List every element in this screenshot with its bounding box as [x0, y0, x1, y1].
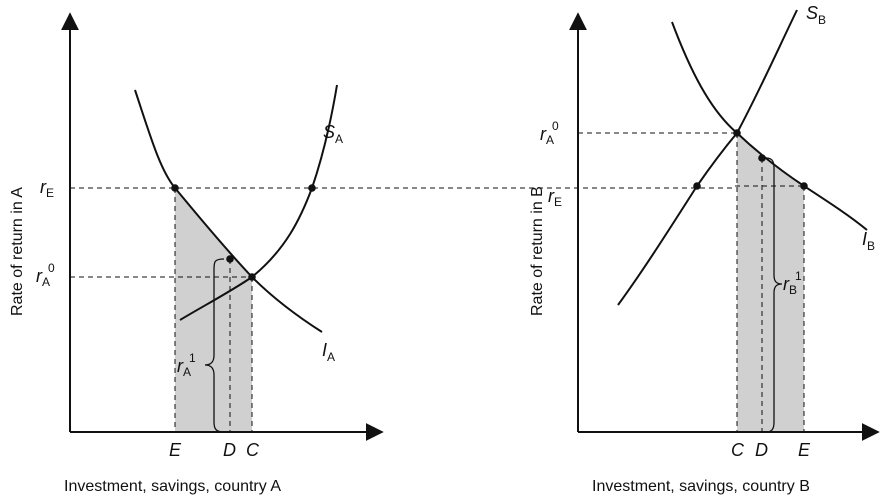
panel-a-re-label: rE	[40, 177, 54, 200]
panel-b-x-axis-title: Investment, savings, country B	[592, 478, 810, 495]
panel-b-rb1-label: rB1	[783, 269, 802, 297]
panel-b-point-d	[758, 154, 766, 162]
panel-b-brace	[765, 157, 783, 433]
panel-b-s-label: SB	[806, 3, 826, 27]
panel-b-y-axis-title: Rate of return in B	[529, 186, 546, 316]
panel-b-shaded-area	[737, 133, 804, 432]
panel-b-investment-curve	[671, 21, 868, 231]
panel-b-i-label: IB	[862, 229, 875, 253]
panel-a-ra0-label: rA0	[36, 261, 55, 289]
panel-a-x-e: E	[169, 440, 182, 460]
panel-a-point-c	[248, 273, 256, 281]
panel-b-point-c	[733, 129, 741, 137]
panel-b-point-re-savings	[693, 182, 701, 190]
panel-b-x-c: C	[731, 440, 745, 460]
panel-b-ra0-label: rA0	[540, 119, 559, 147]
panel-a-x-c: C	[246, 440, 260, 460]
panel-b-x-e: E	[798, 440, 811, 460]
panel-a-x-d: D	[223, 440, 236, 460]
panel-a-x-axis-title: Investment, savings, country A	[64, 478, 281, 495]
panel-a-point-d	[226, 255, 234, 263]
panel-a-investment-curve	[134, 89, 323, 333]
panel-b-savings-curve	[617, 9, 798, 306]
panel-a-y-axis-title: Rate of return in A	[9, 187, 26, 316]
panel-a-point-re-savings	[308, 184, 316, 192]
panel-a-savings-curve	[179, 84, 338, 321]
panel-b-point-e	[800, 182, 808, 190]
panel-a-i-label: IA	[322, 340, 335, 364]
panel-a-s-label: SA	[323, 122, 343, 146]
panel-a: SA IA rE rA0 rA1 E D C Investment, savin…	[9, 12, 735, 495]
panel-a-ra1-label: rA1	[177, 351, 196, 379]
panel-a-point-e	[171, 184, 179, 192]
panel-b-x-d: D	[755, 440, 768, 460]
panel-b: SB IB rA0 rE rB1 C D E Investment, savin…	[529, 3, 880, 495]
panel-a-brace	[204, 258, 225, 433]
panel-b-re-label: rE	[548, 186, 562, 209]
